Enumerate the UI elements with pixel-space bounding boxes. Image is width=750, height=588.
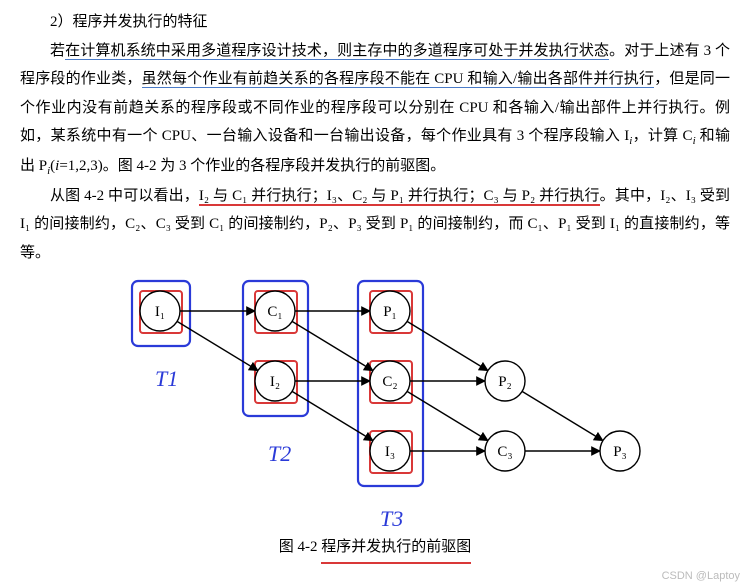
handwritten-T3: T3 (380, 506, 403, 531)
edge (407, 392, 488, 441)
text: ，计算 C (632, 128, 692, 144)
node-label: C₃ (497, 444, 512, 460)
edge (177, 322, 258, 371)
document-body: 2）程序并发执行的特征 若在计算机系统中采用多道程序设计技术，则主存中的多道程序… (0, 0, 750, 572)
node-label: C₁ (267, 304, 282, 320)
text: =1,2,3)。图 4-2 为 3 个作业的各程序段并发执行的前驱图。 (59, 158, 445, 174)
watermark: CSDN @Laptoy (662, 570, 740, 582)
text-underlined: 在计算机系统中采用多道程序设计技术，则主存中的多道程序可处于并发执行状态 (65, 43, 609, 60)
edge (407, 322, 488, 371)
text-underlined-red: I₂ 与 C₁ 并行执行；I₃、C₂ 与 P₁ 并行执行；C₃ 与 P₂ 并行执… (199, 188, 600, 206)
handwritten-T1: T1 (155, 366, 178, 391)
text-underlined: 虽然每个作业有前趋关系的各程序段不能在 CPU 和输入/输出各部件并行执行 (142, 71, 655, 88)
handwritten-T2: T2 (268, 441, 291, 466)
node-label: P₂ (498, 374, 512, 390)
caption-main: 程序并发执行的前驱图 (321, 533, 471, 564)
text: 若 (50, 43, 65, 59)
text: 从图 4-2 中可以看出， (50, 188, 199, 204)
figure-caption: 图 4-2 程序并发执行的前驱图 (20, 533, 730, 564)
node-label: I₂ (270, 374, 280, 390)
diagram-svg: I₁ C₁ P₁ I₂ C₂ P₂ I₃ C₃ P₃ T1 T2 T3 (20, 271, 750, 531)
paragraph-1: 若在计算机系统中采用多道程序设计技术，则主存中的多道程序可处于并发执行状态。对于… (20, 37, 730, 182)
node-label: I₃ (385, 444, 395, 460)
edge (522, 392, 603, 441)
section-title: 2）程序并发执行的特征 (20, 8, 730, 37)
edge (292, 322, 373, 371)
node-label: P₃ (613, 444, 627, 460)
node-label: C₂ (382, 374, 397, 390)
paragraph-2: 从图 4-2 中可以看出，I₂ 与 C₁ 并行执行；I₃、C₂ 与 P₁ 并行执… (20, 182, 730, 268)
precedence-diagram: I₁ C₁ P₁ I₂ C₂ P₂ I₃ C₃ P₃ T1 T2 T3 (20, 271, 730, 531)
caption-prefix: 图 4-2 (279, 539, 322, 555)
node-label: P₁ (383, 304, 397, 320)
node-label: I₁ (155, 304, 165, 320)
